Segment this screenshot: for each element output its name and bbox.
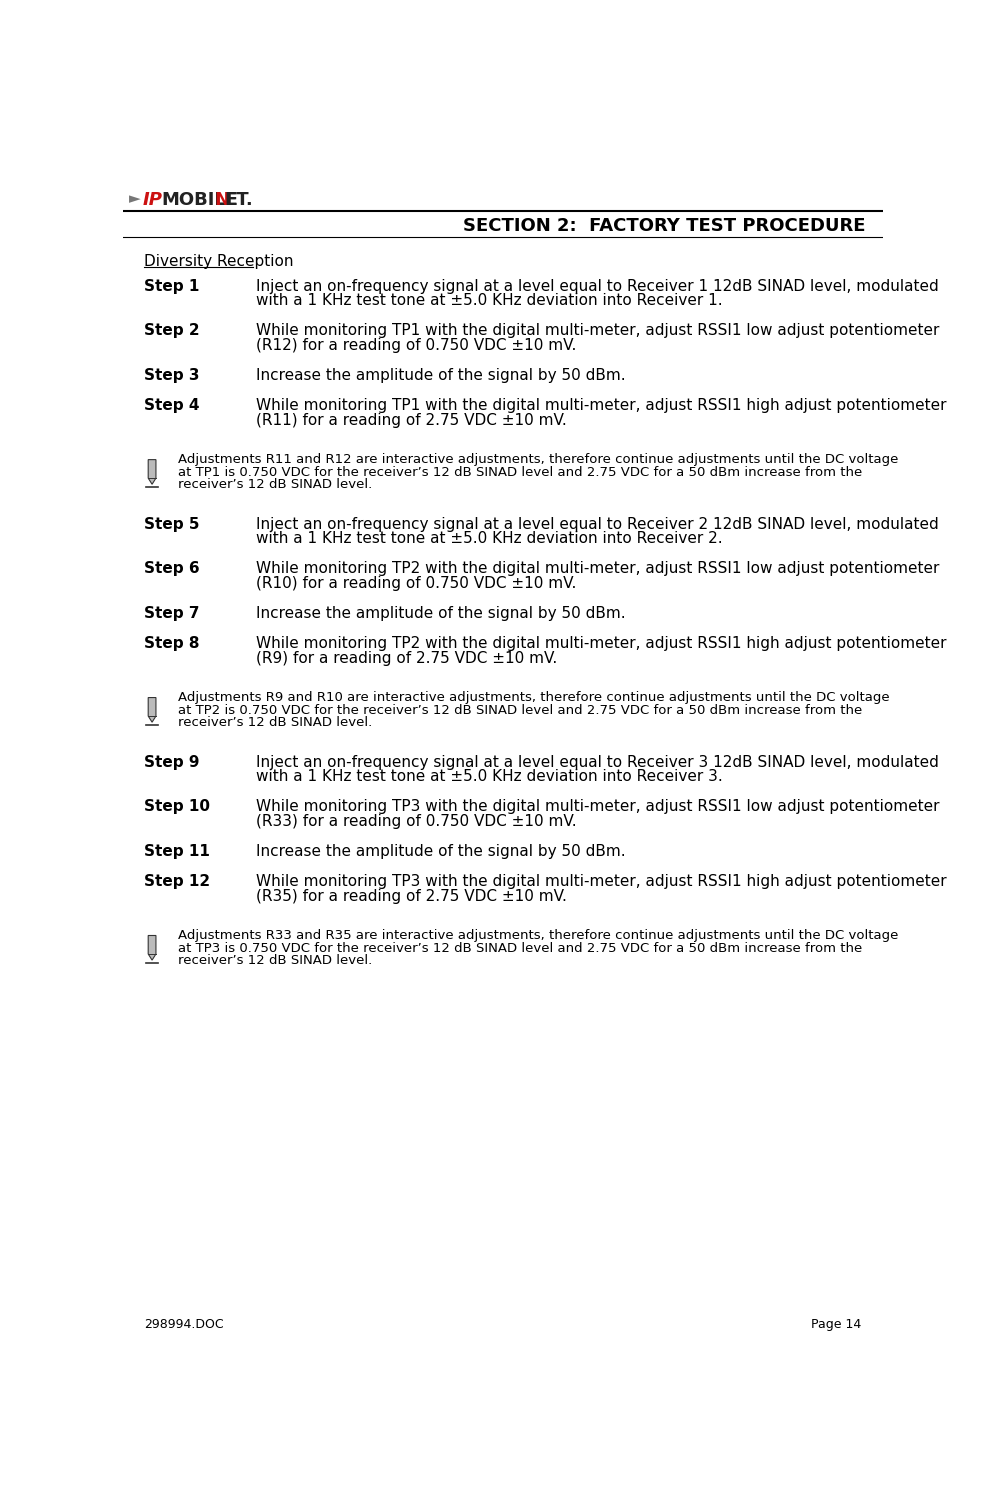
Text: Increase the amplitude of the signal by 50 dBm.: Increase the amplitude of the signal by … bbox=[256, 368, 626, 383]
Text: SECTION 2:  FACTORY TEST PROCEDURE: SECTION 2: FACTORY TEST PROCEDURE bbox=[463, 218, 865, 236]
Text: Adjustments R11 and R12 are interactive adjustments, therefore continue adjustme: Adjustments R11 and R12 are interactive … bbox=[179, 453, 899, 467]
Text: with a 1 KHz test tone at ±5.0 KHz deviation into Receiver 3.: with a 1 KHz test tone at ±5.0 KHz devia… bbox=[256, 769, 723, 784]
Text: Step 3: Step 3 bbox=[144, 368, 200, 383]
Text: Step 6: Step 6 bbox=[144, 561, 200, 576]
Text: While monitoring TP2 with the digital multi-meter, adjust RSSI1 low adjust poten: While monitoring TP2 with the digital mu… bbox=[256, 561, 939, 576]
Text: While monitoring TP1 with the digital multi-meter, adjust RSSI1 low adjust poten: While monitoring TP1 with the digital mu… bbox=[256, 323, 939, 338]
Text: at TP2 is 0.750 VDC for the receiver’s 12 dB SINAD level and 2.75 VDC for a 50 d: at TP2 is 0.750 VDC for the receiver’s 1… bbox=[179, 704, 862, 716]
Text: ET.: ET. bbox=[224, 191, 253, 209]
Text: Adjustments R33 and R35 are interactive adjustments, therefore continue adjustme: Adjustments R33 and R35 are interactive … bbox=[179, 929, 899, 943]
Text: While monitoring TP3 with the digital multi-meter, adjust RSSI1 high adjust pote: While monitoring TP3 with the digital mu… bbox=[256, 874, 947, 889]
Text: IP: IP bbox=[143, 191, 163, 209]
Text: Inject an on-frequency signal at a level equal to Receiver 2 12dB SINAD level, m: Inject an on-frequency signal at a level… bbox=[256, 516, 939, 531]
Text: While monitoring TP2 with the digital multi-meter, adjust RSSI1 high adjust pote: While monitoring TP2 with the digital mu… bbox=[256, 636, 947, 651]
Text: Inject an on-frequency signal at a level equal to Receiver 3 12dB SINAD level, m: Inject an on-frequency signal at a level… bbox=[256, 755, 939, 770]
Text: Step 1: Step 1 bbox=[144, 279, 200, 294]
Text: While monitoring TP1 with the digital multi-meter, adjust RSSI1 high adjust pote: While monitoring TP1 with the digital mu… bbox=[256, 398, 947, 413]
Text: (R33) for a reading of 0.750 VDC ±10 mV.: (R33) for a reading of 0.750 VDC ±10 mV. bbox=[256, 814, 577, 829]
Text: Step 12: Step 12 bbox=[144, 874, 211, 889]
Text: Step 10: Step 10 bbox=[144, 799, 210, 814]
Text: with a 1 KHz test tone at ±5.0 KHz deviation into Receiver 1.: with a 1 KHz test tone at ±5.0 KHz devia… bbox=[256, 293, 723, 308]
Text: Adjustments R9 and R10 are interactive adjustments, therefore continue adjustmen: Adjustments R9 and R10 are interactive a… bbox=[179, 692, 890, 704]
Text: While monitoring TP3 with the digital multi-meter, adjust RSSI1 low adjust poten: While monitoring TP3 with the digital mu… bbox=[256, 799, 940, 814]
Text: Step 7: Step 7 bbox=[144, 606, 200, 621]
Text: receiver’s 12 dB SINAD level.: receiver’s 12 dB SINAD level. bbox=[179, 479, 373, 491]
Text: receiver’s 12 dB SINAD level.: receiver’s 12 dB SINAD level. bbox=[179, 716, 373, 729]
Text: Step 2: Step 2 bbox=[144, 323, 200, 338]
Polygon shape bbox=[148, 935, 156, 961]
Text: Page 14: Page 14 bbox=[811, 1318, 861, 1331]
Polygon shape bbox=[148, 459, 156, 485]
Text: Step 11: Step 11 bbox=[144, 844, 210, 859]
Text: receiver’s 12 dB SINAD level.: receiver’s 12 dB SINAD level. bbox=[179, 955, 373, 967]
Text: 298994.DOC: 298994.DOC bbox=[144, 1318, 224, 1331]
Text: (R11) for a reading of 2.75 VDC ±10 mV.: (R11) for a reading of 2.75 VDC ±10 mV. bbox=[256, 413, 567, 428]
Text: Increase the amplitude of the signal by 50 dBm.: Increase the amplitude of the signal by … bbox=[256, 844, 626, 859]
Polygon shape bbox=[148, 698, 156, 722]
Text: with a 1 KHz test tone at ±5.0 KHz deviation into Receiver 2.: with a 1 KHz test tone at ±5.0 KHz devia… bbox=[256, 531, 723, 546]
Text: at TP3 is 0.750 VDC for the receiver’s 12 dB SINAD level and 2.75 VDC for a 50 d: at TP3 is 0.750 VDC for the receiver’s 1… bbox=[179, 941, 862, 955]
Text: Step 8: Step 8 bbox=[144, 636, 200, 651]
Text: Inject an on-frequency signal at a level equal to Receiver 1 12dB SINAD level, m: Inject an on-frequency signal at a level… bbox=[256, 279, 939, 294]
Text: at TP1 is 0.750 VDC for the receiver’s 12 dB SINAD level and 2.75 VDC for a 50 d: at TP1 is 0.750 VDC for the receiver’s 1… bbox=[179, 465, 862, 479]
Text: ►: ► bbox=[129, 191, 140, 206]
Text: (R12) for a reading of 0.750 VDC ±10 mV.: (R12) for a reading of 0.750 VDC ±10 mV. bbox=[256, 338, 576, 353]
Text: (R35) for a reading of 2.75 VDC ±10 mV.: (R35) for a reading of 2.75 VDC ±10 mV. bbox=[256, 889, 567, 904]
Text: N: N bbox=[214, 191, 230, 209]
Text: Increase the amplitude of the signal by 50 dBm.: Increase the amplitude of the signal by … bbox=[256, 606, 626, 621]
Text: (R9) for a reading of 2.75 VDC ±10 mV.: (R9) for a reading of 2.75 VDC ±10 mV. bbox=[256, 650, 557, 665]
Text: Step 9: Step 9 bbox=[144, 755, 200, 770]
Text: (R10) for a reading of 0.750 VDC ±10 mV.: (R10) for a reading of 0.750 VDC ±10 mV. bbox=[256, 576, 576, 591]
Text: Step 4: Step 4 bbox=[144, 398, 200, 413]
Text: Step 5: Step 5 bbox=[144, 516, 200, 531]
Text: Diversity Reception: Diversity Reception bbox=[144, 254, 294, 269]
Text: MOBILE: MOBILE bbox=[162, 191, 238, 209]
